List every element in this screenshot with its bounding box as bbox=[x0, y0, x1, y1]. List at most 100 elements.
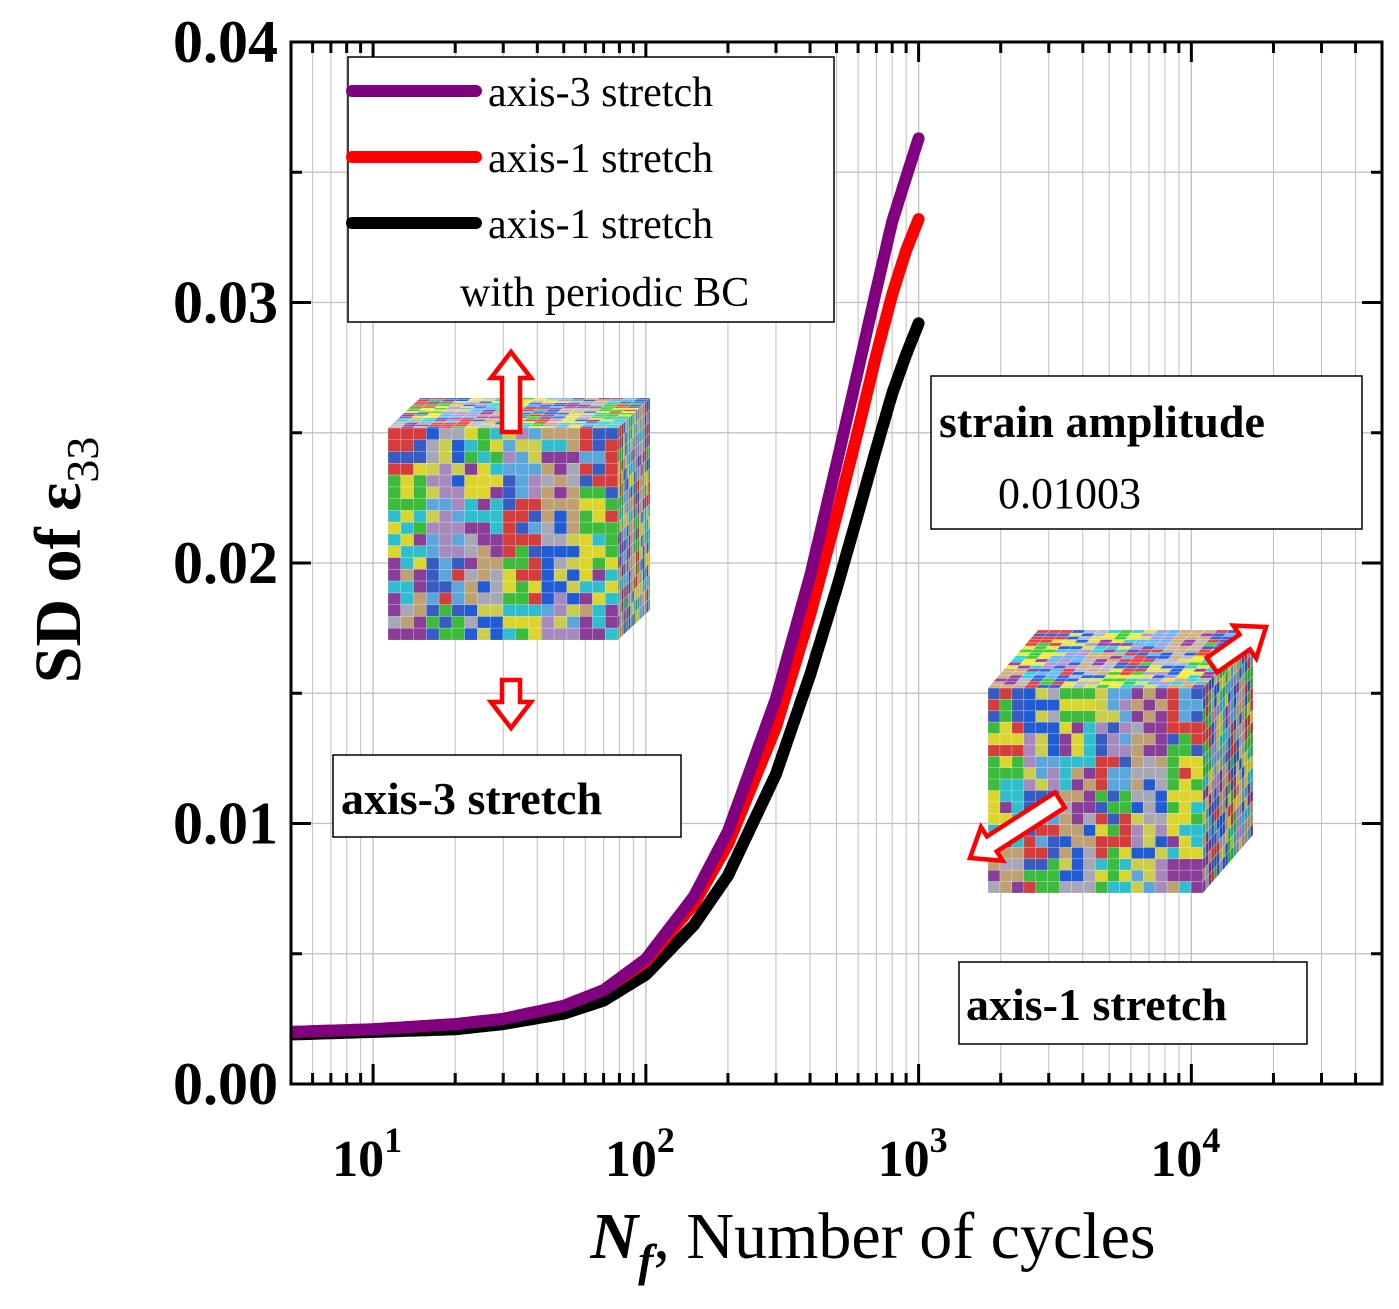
cube-cell bbox=[489, 439, 504, 452]
cube-cell bbox=[502, 557, 517, 570]
cube-cell bbox=[566, 463, 580, 476]
cube-cell bbox=[578, 426, 595, 429]
cube-cell bbox=[1047, 881, 1060, 894]
cube-cell bbox=[1178, 744, 1192, 757]
cube-cell bbox=[604, 426, 621, 429]
cube-cell bbox=[413, 557, 427, 570]
cube-cell bbox=[1107, 869, 1120, 882]
cube-cell bbox=[515, 498, 529, 511]
cube-cell bbox=[541, 616, 555, 629]
cube-cell bbox=[1131, 858, 1144, 871]
cube-cell bbox=[1154, 733, 1168, 746]
cube-cell bbox=[1023, 778, 1037, 791]
cube-cell bbox=[566, 427, 580, 441]
cube-cell bbox=[1107, 881, 1120, 894]
cube-cell bbox=[999, 710, 1013, 723]
cube-cell bbox=[1190, 733, 1204, 746]
cube-cell bbox=[1190, 812, 1204, 825]
cube-cell bbox=[464, 474, 478, 488]
cube-cell bbox=[1166, 801, 1180, 814]
cube-cell bbox=[426, 451, 440, 464]
cube-cell bbox=[528, 627, 542, 641]
cube-cell bbox=[1011, 881, 1025, 894]
cube-cell bbox=[1083, 687, 1096, 700]
cube-cell bbox=[515, 569, 529, 582]
cube-cell bbox=[1142, 756, 1156, 769]
cube-cell bbox=[604, 533, 619, 547]
cube-cell bbox=[528, 569, 542, 582]
cube-cell bbox=[438, 474, 453, 488]
cube-cell bbox=[426, 627, 440, 641]
cube-cell bbox=[426, 533, 440, 547]
cube-cell bbox=[1035, 756, 1049, 769]
cube-cell bbox=[451, 439, 465, 452]
cube-cell bbox=[647, 420, 651, 436]
cube-cell bbox=[1035, 687, 1049, 700]
cube-cell bbox=[579, 463, 593, 476]
cube-cell bbox=[1166, 835, 1180, 848]
cube-cell bbox=[426, 427, 440, 441]
cube-cell bbox=[464, 533, 478, 547]
cube-cell bbox=[528, 474, 542, 488]
cube-cell bbox=[1142, 710, 1156, 723]
cube-cell bbox=[566, 521, 580, 535]
cube-cell bbox=[1071, 824, 1084, 837]
cube-cell bbox=[1131, 744, 1144, 757]
cube-cell bbox=[566, 510, 580, 523]
cube-cell bbox=[1059, 744, 1072, 757]
cube-cell bbox=[541, 521, 555, 535]
axes bbox=[289, 40, 1384, 1086]
cube-cell bbox=[1011, 721, 1025, 734]
cube-cell bbox=[489, 569, 504, 582]
cube-cell bbox=[1011, 790, 1025, 803]
cube-cell bbox=[1119, 835, 1132, 848]
cube-cell bbox=[477, 463, 491, 476]
cube-cell bbox=[477, 545, 491, 558]
cube-cell bbox=[1119, 812, 1132, 825]
cube-cell bbox=[1095, 687, 1108, 700]
cube-cell bbox=[1178, 824, 1192, 837]
cube-cell bbox=[1011, 699, 1025, 712]
cube-cell bbox=[464, 498, 478, 511]
cube-cell bbox=[566, 474, 580, 488]
cube-cell bbox=[987, 721, 1001, 734]
cube-cell bbox=[464, 427, 478, 441]
cube-cell bbox=[1107, 721, 1120, 734]
cube-cell bbox=[1154, 835, 1168, 848]
x-axis-title: Nf, Number of cycles bbox=[589, 1200, 1155, 1286]
cube-cell bbox=[1119, 699, 1132, 712]
cube-cell bbox=[604, 616, 619, 629]
cube-cell bbox=[541, 510, 555, 523]
cube-cell bbox=[400, 510, 414, 523]
cube-cell bbox=[502, 463, 517, 476]
cube-cell bbox=[425, 426, 442, 429]
cube-cell bbox=[515, 510, 529, 523]
cube-cell bbox=[604, 474, 619, 488]
cube-cell bbox=[528, 557, 542, 570]
arrow-body bbox=[486, 348, 536, 435]
cube-cell bbox=[1119, 733, 1132, 746]
cube-cell bbox=[999, 790, 1013, 803]
cube-cell bbox=[1095, 699, 1108, 712]
cube-cell bbox=[647, 597, 651, 613]
legend-label-periodic-bc: with periodic BC bbox=[460, 270, 749, 316]
cube-cell bbox=[451, 557, 465, 570]
cube-cell bbox=[592, 557, 606, 570]
cube-cell bbox=[999, 721, 1013, 734]
cube-cell bbox=[553, 557, 568, 570]
cube-cell bbox=[1131, 847, 1144, 860]
cube-cell bbox=[1190, 869, 1204, 882]
cube-cell bbox=[528, 592, 542, 605]
cube-cell bbox=[413, 569, 427, 582]
cube-cell bbox=[489, 604, 504, 617]
legend-label-axis1-periodic: axis-1 stretch bbox=[488, 202, 713, 248]
cube-cell bbox=[400, 557, 414, 570]
cube-cell bbox=[1166, 790, 1180, 803]
cube-cell bbox=[451, 427, 465, 441]
cube-cell bbox=[1083, 881, 1096, 894]
cube-cell bbox=[1023, 687, 1037, 700]
cube-cell bbox=[1190, 767, 1204, 780]
cube-cell bbox=[604, 604, 619, 617]
cube-cell bbox=[1071, 869, 1084, 882]
cube-cell bbox=[426, 557, 440, 570]
